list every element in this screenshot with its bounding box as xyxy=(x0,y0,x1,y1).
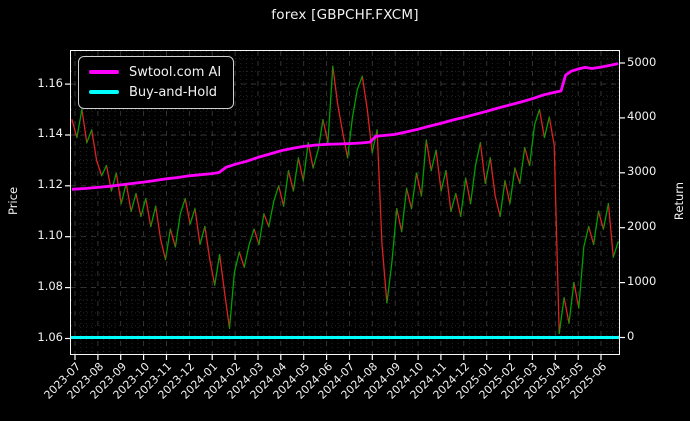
return-tick-label: 0 xyxy=(627,329,635,343)
y-axis-title-price: Price xyxy=(6,186,20,216)
return-tick-label: 1000 xyxy=(627,274,657,288)
plot-area: Swtool.com AI Buy-and-Hold xyxy=(65,50,625,360)
return-tick-label: 5000 xyxy=(627,55,657,69)
ai-line-swatch xyxy=(89,70,119,74)
legend-entry-ai: Swtool.com AI xyxy=(89,62,221,82)
price-tick-label: 1.10 xyxy=(37,228,63,242)
legend-entry-buyhold: Buy-and-Hold xyxy=(89,82,221,102)
y-axis-title-return: Return xyxy=(672,181,686,221)
price-tick-label: 1.16 xyxy=(37,76,63,90)
return-tick-label: 4000 xyxy=(627,109,657,123)
price-tick-label: 1.12 xyxy=(37,177,63,191)
price-tick-label: 1.06 xyxy=(37,330,63,344)
chart-title: forex [GBPCHF.FXCM] xyxy=(271,7,419,23)
ai-return-line xyxy=(71,62,619,191)
legend-label-buyhold: Buy-and-Hold xyxy=(129,84,218,100)
price-tick-label: 1.08 xyxy=(37,279,63,293)
return-tick-label: 3000 xyxy=(627,164,657,178)
price-series-down xyxy=(71,65,614,335)
legend-label-ai: Swtool.com AI xyxy=(129,64,222,80)
price-series-up xyxy=(76,65,619,335)
return-tick-label: 2000 xyxy=(627,219,657,233)
buyhold-line-swatch xyxy=(89,90,119,94)
price-tick-label: 1.14 xyxy=(37,126,63,140)
plot-canvas xyxy=(65,51,625,360)
legend: Swtool.com AI Buy-and-Hold xyxy=(78,56,235,109)
